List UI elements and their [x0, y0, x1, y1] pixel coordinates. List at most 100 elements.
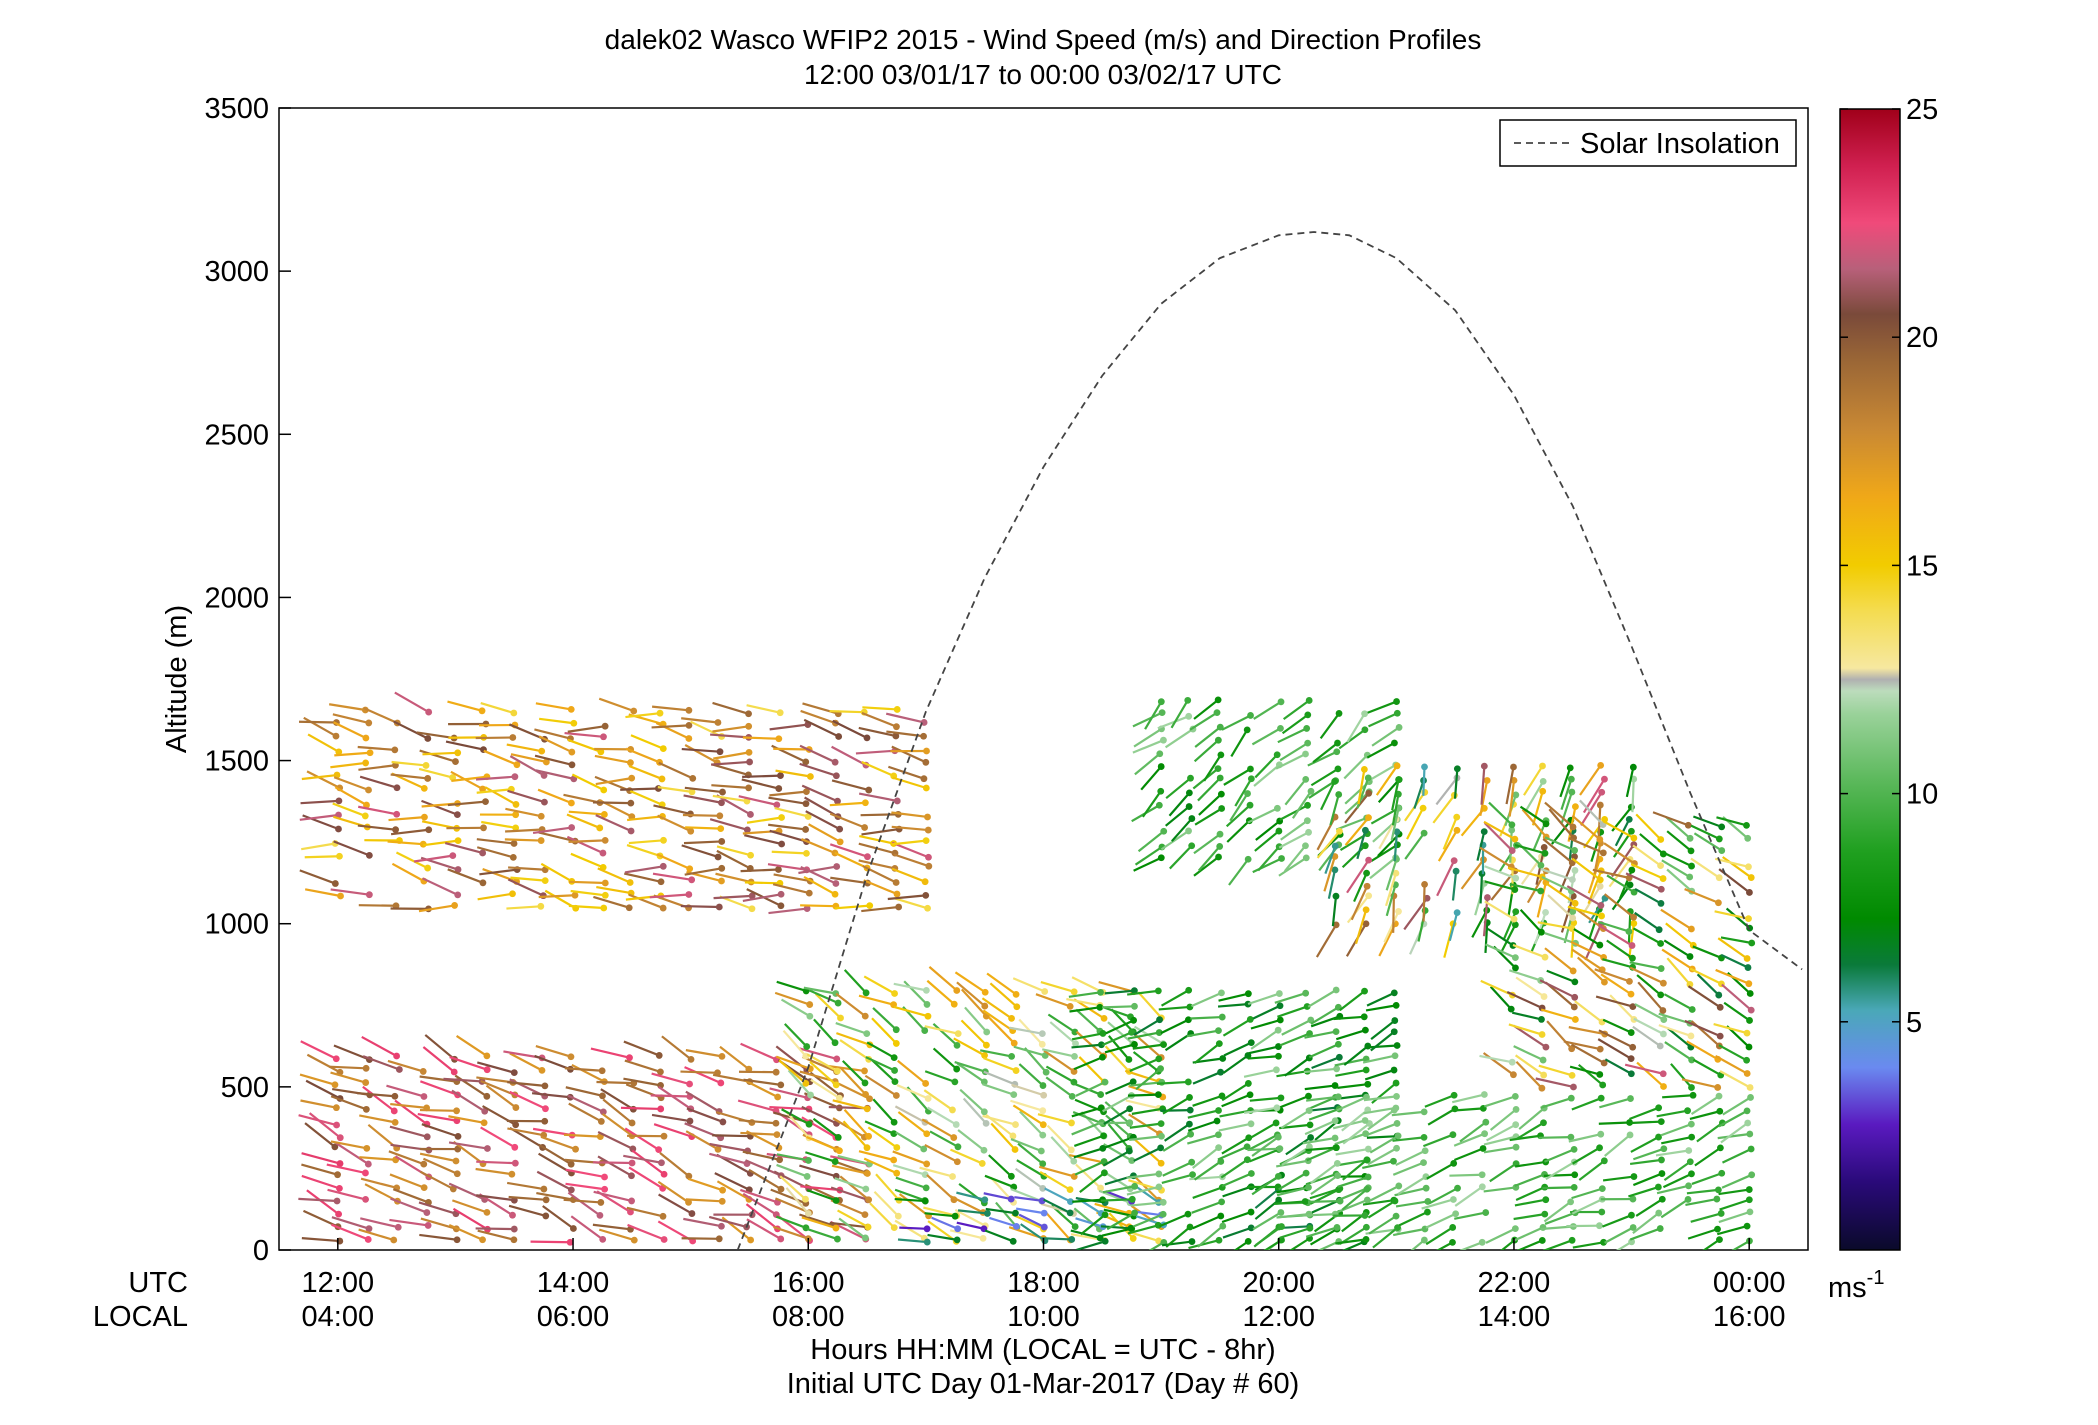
wind-barb-shaft — [1168, 792, 1191, 817]
wind-barb-shaft — [475, 736, 513, 740]
wind-barb-dot — [541, 1082, 549, 1090]
wind-barb-shaft — [1191, 991, 1222, 1008]
wind-barb-dot — [568, 824, 576, 831]
wind-barb-dot — [1007, 1172, 1015, 1180]
wind-barb-dot — [1628, 827, 1635, 835]
wind-barb-dot — [1218, 1013, 1226, 1021]
wind-barb-shaft — [746, 816, 782, 824]
wind-barb-shaft — [684, 867, 722, 876]
wind-barb — [1218, 1120, 1255, 1132]
wind-barb — [330, 1095, 370, 1113]
wind-barb — [1500, 921, 1519, 953]
wind-barb — [449, 1056, 491, 1074]
wind-barb — [1279, 1030, 1313, 1047]
wind-barb-shaft — [713, 894, 753, 900]
wind-barb — [448, 1223, 486, 1244]
wind-barb-dot — [1155, 1055, 1163, 1063]
wind-barb-shaft — [837, 1209, 869, 1228]
wind-barb-dot — [482, 798, 489, 806]
wind-barb — [476, 838, 518, 847]
wind-barb — [1375, 762, 1401, 796]
wind-barb — [476, 846, 517, 861]
wind-barb-dot — [1157, 698, 1165, 706]
wind-barb — [446, 824, 487, 832]
wind-barb-shaft — [1392, 1161, 1424, 1176]
wind-barb-shaft — [989, 982, 1018, 1008]
wind-barb-dot — [978, 1160, 986, 1167]
wind-barb-dot — [1744, 834, 1752, 842]
wind-barb — [1513, 1210, 1549, 1221]
wind-barb-dot — [331, 1081, 339, 1089]
wind-barb-shaft — [1500, 924, 1517, 953]
wind-barb-shaft — [1156, 1080, 1189, 1085]
wind-barb — [331, 1216, 373, 1233]
wind-barb — [808, 989, 842, 1007]
wind-barb — [1369, 1132, 1402, 1154]
wind-barb-shaft — [769, 1087, 808, 1099]
wind-barb-dot — [483, 1092, 491, 1100]
wind-barb-dot — [1277, 1094, 1285, 1102]
wind-barb-dot — [1392, 1212, 1400, 1220]
wind-barb — [1395, 1147, 1429, 1167]
wind-barb-shaft — [1073, 1134, 1104, 1147]
wind-barb-shaft — [1129, 1057, 1160, 1072]
wind-barb-shaft — [1315, 924, 1338, 958]
wind-barb-shaft — [601, 1113, 633, 1137]
wind-barb-dot — [1011, 1146, 1019, 1153]
wind-barb-shaft — [626, 1206, 664, 1218]
wind-barb-dot — [567, 706, 575, 713]
wind-barb-shaft — [835, 992, 866, 1017]
wind-barb — [1279, 801, 1311, 821]
wind-barb — [359, 775, 401, 792]
wind-barb-shaft — [1306, 1146, 1337, 1162]
wind-barb-dot — [629, 1145, 637, 1153]
wind-barb-dot — [865, 786, 873, 794]
wind-barb-shaft — [813, 1018, 836, 1044]
wind-barb — [628, 764, 666, 783]
wind-barb — [837, 1209, 872, 1231]
x-tick-label-local: 04:00 — [302, 1301, 375, 1333]
wind-barb — [861, 711, 900, 731]
wind-barb — [1255, 1223, 1285, 1246]
wind-barb-dot — [424, 775, 432, 782]
wind-barb-dot — [510, 1225, 518, 1233]
wind-barb — [542, 1205, 577, 1232]
wind-barb-shaft — [1221, 1172, 1252, 1188]
wind-barb-shaft — [597, 867, 631, 884]
wind-barb-dot — [924, 1012, 932, 1020]
wind-barb-shaft — [448, 1141, 488, 1150]
wind-barb-dot — [363, 1144, 371, 1152]
wind-barb — [358, 1228, 398, 1244]
wind-barb — [590, 1047, 633, 1062]
wind-barb-shaft — [862, 706, 898, 711]
wind-barb-dot — [832, 1197, 840, 1204]
wind-barb-shaft — [1505, 766, 1515, 805]
wind-barb — [1192, 1068, 1224, 1085]
wind-barb-shaft — [1367, 1109, 1395, 1131]
wind-barb-dot — [718, 838, 726, 845]
wind-barb — [1073, 1144, 1107, 1159]
wind-barb — [983, 1192, 1015, 1203]
wind-barb-dot — [1302, 989, 1310, 997]
wind-barb-dot — [1481, 1130, 1489, 1138]
wind-barb-dot — [1157, 787, 1165, 795]
wind-barb-dot — [1507, 1005, 1515, 1013]
wind-barb — [1104, 1041, 1138, 1054]
wind-barb-shaft — [592, 1161, 633, 1165]
wind-barb — [814, 992, 844, 1022]
wind-barb-dot — [1301, 1198, 1309, 1205]
wind-barb-shaft — [1011, 1083, 1045, 1097]
wind-barb-shaft — [653, 804, 691, 816]
wind-barb-dot — [863, 1030, 871, 1038]
wind-barb-dot — [1566, 764, 1574, 772]
wind-barb-dot — [1096, 1003, 1104, 1011]
wind-barb-dot — [1013, 1003, 1021, 1011]
wind-barb — [866, 1041, 898, 1062]
wind-barb — [741, 778, 783, 792]
wind-barb-dot — [1748, 1171, 1756, 1179]
wind-barb-dot — [980, 1108, 988, 1116]
wind-barb-dot — [719, 1186, 726, 1194]
wind-barb-dot — [866, 1095, 873, 1103]
wind-barb-shaft — [651, 1113, 691, 1123]
wind-barb-dot — [1747, 1006, 1755, 1014]
